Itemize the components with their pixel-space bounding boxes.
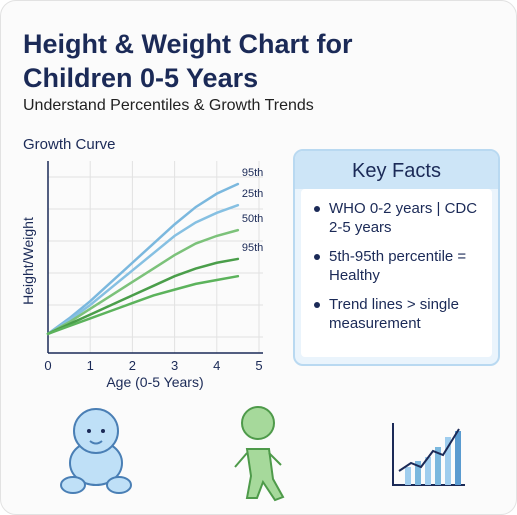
x-tick-label: 1 bbox=[87, 358, 94, 373]
key-facts-box: Key Facts WHO 0-2 years | CDC 2-5 years … bbox=[293, 149, 500, 366]
subtitle: Understand Percentiles & Growth Trends bbox=[23, 97, 314, 114]
series-line bbox=[46, 274, 240, 336]
series-line bbox=[46, 228, 240, 336]
series-label: 50th bbox=[242, 213, 263, 225]
title-line: Children 0-5 Years bbox=[23, 63, 259, 93]
x-tick-label: 3 bbox=[171, 358, 178, 373]
trend-icon bbox=[392, 423, 465, 486]
baby-icon bbox=[60, 408, 132, 494]
fact: WHO 0-2 years | CDC 2-5 years bbox=[314, 200, 478, 236]
fact: Trend lines > single measurement bbox=[314, 295, 479, 333]
series-line bbox=[46, 203, 240, 336]
x-tick-label: 5 bbox=[255, 358, 262, 373]
x-tick-label: 4 bbox=[213, 358, 220, 373]
x-tick-label: 2 bbox=[129, 358, 136, 373]
toddler-icon bbox=[234, 406, 285, 502]
x-axis-label: Age (0-5 Years) bbox=[106, 374, 203, 390]
title-line: Height & Weight Chart for bbox=[23, 29, 353, 59]
key-facts-list: WHO 0-2 years | CDC 2-5 years 5th-95th p… bbox=[301, 189, 492, 357]
series-line bbox=[46, 182, 240, 336]
y-axis-label: Height/Weight bbox=[20, 217, 36, 305]
fact: 5th-95th percentile = Healthy bbox=[314, 247, 479, 285]
key-facts-title: Key Facts bbox=[295, 151, 498, 189]
series-line bbox=[46, 257, 240, 336]
x-tick-label: 0 bbox=[44, 358, 51, 373]
series-label: 95th bbox=[242, 242, 263, 254]
series-label: 25th bbox=[242, 188, 263, 200]
chart-title: Growth Curve bbox=[23, 136, 116, 153]
series-label: 95th bbox=[242, 167, 263, 179]
